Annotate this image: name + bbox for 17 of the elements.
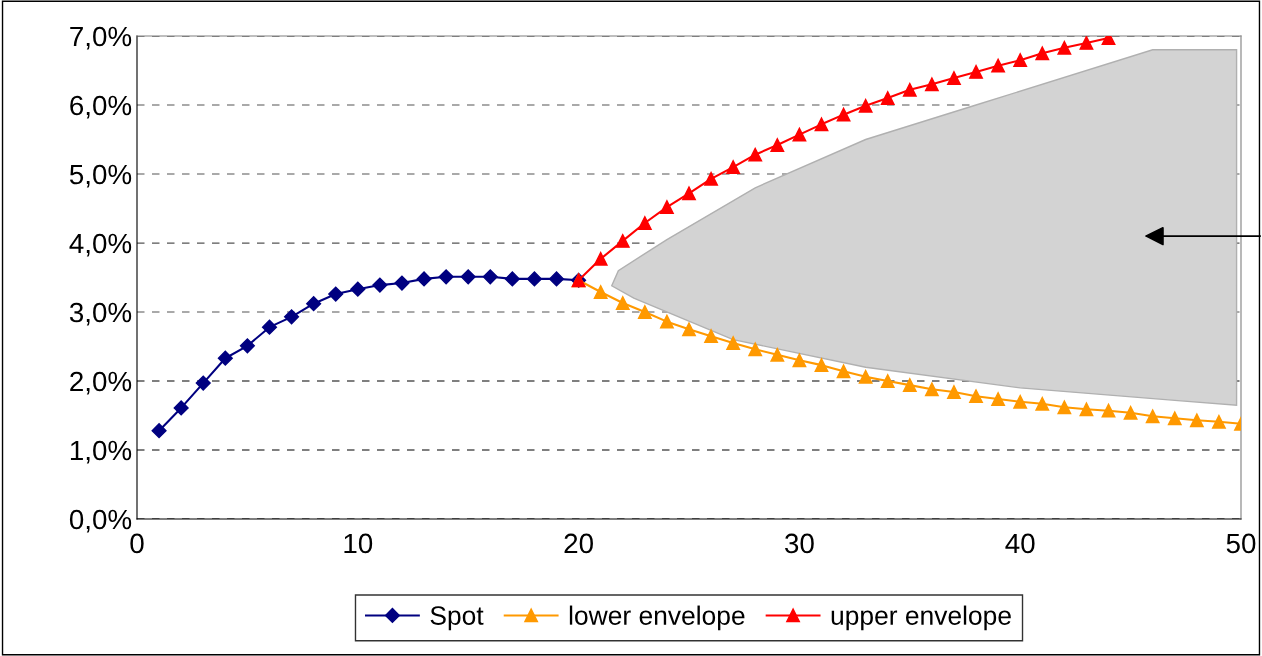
x-tick-label: 10 (344, 533, 373, 554)
y-tick-label: 4,0% (69, 233, 132, 257)
x-tick-label: 40 (1005, 533, 1035, 554)
y-tick-label: 7,0% (70, 26, 132, 50)
x-tick-label: 50 (1226, 533, 1256, 554)
y-tick-label: 3,0% (69, 302, 132, 326)
y-tick-label: 0,0% (69, 509, 132, 533)
y-tick-label: 1,0% (70, 440, 132, 464)
y-tick-label: 2,0% (70, 371, 132, 395)
legend-label: lower envelope (569, 605, 745, 631)
legend-label: Spot (430, 606, 484, 631)
x-tick-label: 20 (564, 533, 593, 554)
x-tick-label: 30 (785, 533, 814, 554)
y-tick-label: 6,0% (70, 95, 132, 119)
legend-label: upper envelope (831, 605, 1011, 631)
y-tick-label: 5,0% (69, 164, 132, 188)
x-tick-label: 0 (130, 533, 144, 554)
